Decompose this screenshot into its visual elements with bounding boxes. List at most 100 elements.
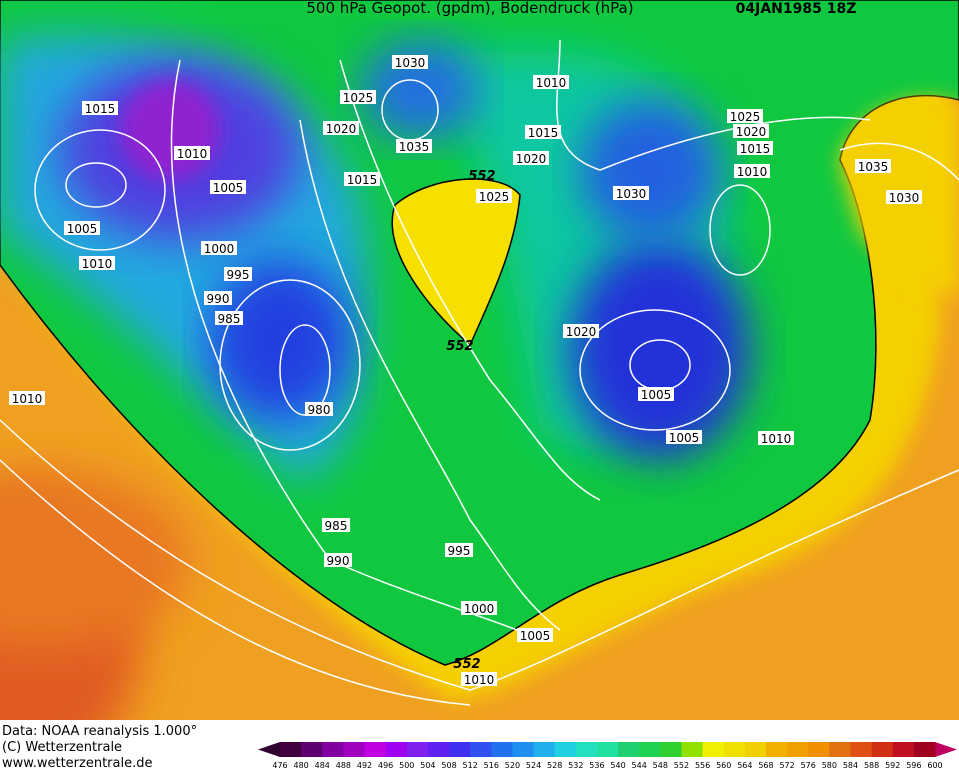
label-box bbox=[445, 543, 473, 557]
label-box bbox=[733, 124, 769, 138]
label-box bbox=[204, 291, 232, 305]
colorbar-label: 476 bbox=[272, 761, 287, 770]
footer-copyright: (C) Wetterzentrale bbox=[2, 740, 122, 755]
isobar-label: 990 bbox=[327, 554, 350, 568]
isobar-label: 1030 bbox=[889, 191, 920, 205]
colorbar-swatch bbox=[723, 742, 746, 757]
colorbar-label: 512 bbox=[463, 761, 478, 770]
colorbar-swatch bbox=[660, 742, 682, 757]
colorbar-swatch bbox=[533, 742, 556, 757]
colorbar-swatch bbox=[765, 742, 788, 757]
colorbar-label: 580 bbox=[822, 761, 837, 770]
isobar-label: 1020 bbox=[326, 122, 357, 136]
isobar-label: 980 bbox=[308, 403, 331, 417]
label-box bbox=[324, 553, 352, 567]
isobar-label: 1010 bbox=[464, 673, 495, 687]
colorbar-label: 524 bbox=[526, 761, 541, 770]
isobar-label: 1015 bbox=[85, 102, 116, 116]
colorbar-swatch bbox=[829, 742, 851, 757]
colorbar-label: 540 bbox=[610, 761, 625, 770]
label-box bbox=[82, 101, 118, 115]
isobar-label: 1010 bbox=[177, 147, 208, 161]
label-box bbox=[613, 186, 649, 200]
colorbar-label: 484 bbox=[315, 761, 330, 770]
isobar-label: 1035 bbox=[858, 160, 889, 174]
map-date: 04JAN1985 18Z bbox=[736, 1, 857, 17]
colorbar-swatch bbox=[385, 742, 408, 757]
isobar-label: 1025 bbox=[479, 190, 510, 204]
colorbar-label: 496 bbox=[378, 761, 393, 770]
isobar-label: 1010 bbox=[737, 165, 768, 179]
colorbar-label: 504 bbox=[420, 761, 435, 770]
colorbar-swatch bbox=[364, 742, 387, 757]
colorbar-swatch bbox=[301, 742, 323, 757]
colorbar-label: 584 bbox=[843, 761, 858, 770]
isobar-label: 1030 bbox=[616, 187, 647, 201]
isobar-label: 1010 bbox=[761, 432, 792, 446]
colorbar-label: 500 bbox=[399, 761, 414, 770]
colorbar-label: 596 bbox=[906, 761, 921, 770]
colorbar-arrow-right bbox=[935, 742, 957, 757]
colorbar-label: 536 bbox=[589, 761, 604, 770]
label-box bbox=[513, 151, 549, 165]
colorbar-label: 544 bbox=[632, 761, 647, 770]
isobar-label: 1000 bbox=[204, 242, 235, 256]
isobar-label: 1020 bbox=[516, 152, 547, 166]
isobar-label: 995 bbox=[227, 268, 250, 282]
isobar-label: 1015 bbox=[528, 126, 559, 140]
label-box bbox=[64, 221, 100, 235]
colorbar-swatch bbox=[491, 742, 513, 757]
label-box bbox=[758, 431, 794, 445]
isobar-label: 1005 bbox=[641, 388, 672, 402]
isobar-labels: 1030102510201035101510151010100510051010… bbox=[9, 55, 922, 687]
colorbar-swatch bbox=[850, 742, 873, 757]
colorbar-label: 508 bbox=[441, 761, 456, 770]
colorbar: 476 480 484 488 492 496 500 504 508 512 516 520 524 5… bbox=[258, 742, 957, 770]
colorbar-label: 528 bbox=[547, 761, 562, 770]
colorbar-swatch bbox=[512, 742, 535, 757]
colorbar-swatch bbox=[554, 742, 577, 757]
isobar-label: 1015 bbox=[347, 173, 378, 187]
label-box bbox=[886, 190, 922, 204]
isobar-label: 1010 bbox=[536, 76, 567, 90]
colorbar-label: 556 bbox=[695, 761, 710, 770]
label-box bbox=[533, 75, 569, 89]
footer-url: www.wetterzentrale.de bbox=[2, 756, 152, 770]
colorbar-swatch bbox=[639, 742, 661, 757]
colorbar-swatch bbox=[618, 742, 640, 757]
label-box bbox=[666, 430, 702, 444]
label-box bbox=[734, 164, 770, 178]
colorbar-swatch bbox=[787, 742, 809, 757]
label-box bbox=[392, 55, 428, 69]
label-box bbox=[322, 518, 350, 532]
label-box bbox=[210, 180, 246, 194]
label-box bbox=[525, 125, 561, 139]
colorbar-swatch bbox=[427, 742, 450, 757]
contour-label: 552 bbox=[446, 339, 473, 354]
isobar-label: 1010 bbox=[12, 392, 43, 406]
colorbar-label: 600 bbox=[927, 761, 942, 770]
isobar-label: 995 bbox=[448, 544, 471, 558]
label-box bbox=[476, 189, 512, 203]
isobar-label: 990 bbox=[207, 292, 230, 306]
label-box bbox=[215, 311, 243, 325]
label-box bbox=[344, 172, 380, 186]
colorbar-label: 552 bbox=[674, 761, 689, 770]
isobar-label: 985 bbox=[218, 312, 241, 326]
isobar-label: 1005 bbox=[67, 222, 98, 236]
colorbar-swatch bbox=[681, 742, 704, 757]
colorbar-label: 492 bbox=[357, 761, 372, 770]
colorbar-swatch bbox=[744, 742, 767, 757]
label-box bbox=[305, 402, 333, 416]
colorbar-label: 588 bbox=[864, 761, 879, 770]
colorbar-swatch bbox=[470, 742, 492, 757]
isobar-label: 1025 bbox=[730, 110, 761, 124]
colorbar-label: 520 bbox=[505, 761, 520, 770]
label-box bbox=[517, 628, 553, 642]
isobar-label: 1020 bbox=[736, 125, 767, 139]
label-box bbox=[9, 391, 45, 405]
label-box bbox=[638, 387, 674, 401]
label-box bbox=[563, 324, 599, 338]
label-box bbox=[461, 601, 497, 615]
